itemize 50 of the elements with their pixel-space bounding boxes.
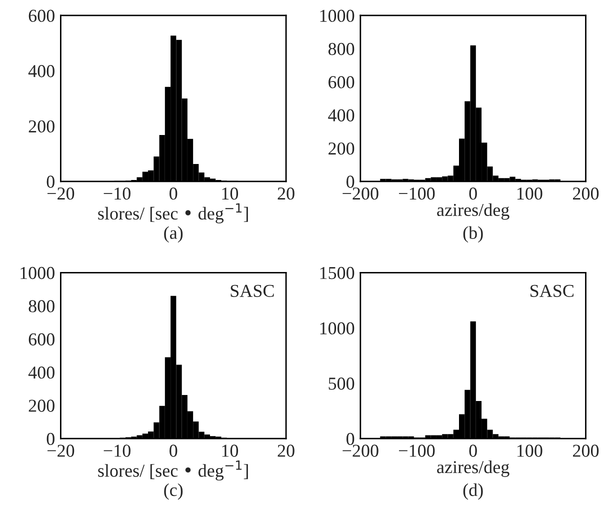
annotation: SASC	[530, 284, 574, 297]
y-tick-label: 0	[346, 176, 354, 188]
y-tick-label: 0	[46, 176, 54, 188]
text: (a)	[164, 226, 183, 243]
y-tick-label: 500	[328, 378, 354, 390]
y-tick-label: 200	[28, 120, 54, 133]
x-tick-label: 10	[222, 444, 238, 457]
x-axis-title: azires/deg	[437, 460, 510, 477]
y-tick-label: 0	[346, 432, 354, 446]
x-tick-label: 0	[170, 187, 178, 200]
y-tick-label: 400	[28, 366, 54, 379]
x-tick-label: 200	[573, 187, 599, 200]
x-tick-label: −100	[399, 444, 435, 457]
y-tick-label: 1500	[320, 266, 354, 280]
y-tick-label: 800	[28, 300, 54, 312]
x-tick-label: 0	[469, 187, 477, 200]
y-tick-label: 200	[28, 400, 54, 412]
x-tick-label: −10	[104, 444, 130, 457]
x-tick-label: 0	[469, 444, 477, 457]
y-tick-label: 600	[28, 333, 54, 346]
y-tick-label: 200	[328, 142, 354, 155]
text: (b)	[463, 226, 483, 243]
y-tick-label: 400	[328, 109, 354, 122]
y-tick-label: 0	[46, 432, 54, 446]
x-tick-label: −100	[399, 187, 435, 200]
y-tick-label: 1000	[20, 266, 54, 280]
x-tick-label: 20	[278, 444, 294, 457]
y-tick-label: 600	[28, 10, 54, 22]
x-axis-title: azires/deg	[437, 203, 510, 220]
text: (d)	[463, 483, 483, 500]
y-tick-label: 400	[28, 65, 54, 78]
x-axis-title: slores/ [sec • deg$^{−1}$]	[98, 203, 248, 224]
x-axis-title: slores/ [sec • deg$^{−1}$]	[98, 460, 248, 481]
x-tick-label: −20	[47, 187, 74, 200]
x-tick-label: −20	[47, 444, 74, 457]
y-tick-label: 800	[328, 42, 354, 56]
x-tick-label: 200	[573, 444, 599, 457]
y-tick-label: 1000	[320, 10, 354, 22]
y-tick-label: 600	[328, 76, 354, 88]
x-tick-label: −200	[342, 444, 378, 457]
y-tick-label: 1000	[320, 322, 354, 334]
x-tick-label: 100	[517, 187, 542, 200]
x-tick-label: −10	[104, 187, 130, 200]
x-tick-label: 0	[170, 444, 178, 457]
x-tick-label: 10	[222, 187, 238, 200]
annotation: SASC	[230, 284, 274, 297]
text: (c)	[164, 483, 183, 500]
x-tick-label: −200	[342, 187, 378, 200]
x-tick-label: 20	[278, 187, 294, 200]
x-tick-label: 100	[517, 444, 542, 457]
